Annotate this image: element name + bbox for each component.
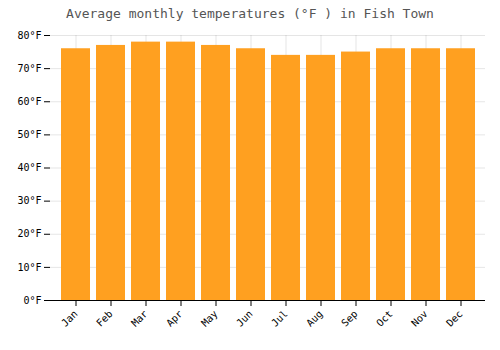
svg-text:50°F: 50°F bbox=[17, 129, 41, 140]
html-text:Average monthly temperatures (: Average monthly temperatures (°F ) in Fi… bbox=[66, 6, 434, 21]
svg-text:May: May bbox=[199, 308, 220, 329]
svg-text:60°F: 60°F bbox=[17, 96, 41, 107]
svg-text:70°F: 70°F bbox=[17, 63, 41, 74]
svg-text:40°F: 40°F bbox=[17, 162, 41, 173]
svg-text:20°F: 20°F bbox=[17, 228, 41, 239]
svg-text:Aug: Aug bbox=[304, 308, 325, 329]
svg-text:Dec: Dec bbox=[444, 308, 465, 329]
svg-text:Oct: Oct bbox=[374, 308, 395, 329]
svg-text:0°F: 0°F bbox=[23, 295, 41, 306]
svg-text:Feb: Feb bbox=[94, 308, 115, 329]
svg-text:Mar: Mar bbox=[129, 308, 150, 329]
svg-text:30°F: 30°F bbox=[17, 195, 41, 206]
svg-text:Apr: Apr bbox=[164, 308, 185, 329]
svg-text:Jul: Jul bbox=[269, 308, 290, 329]
svg-text:10°F: 10°F bbox=[17, 262, 41, 273]
svg-text:80°F: 80°F bbox=[17, 30, 41, 41]
svg-text:Jan: Jan bbox=[59, 308, 80, 329]
svg-text:Sep: Sep bbox=[339, 308, 360, 329]
svg-text:Jun: Jun bbox=[234, 308, 255, 329]
svg-text:Nov: Nov bbox=[409, 308, 430, 329]
